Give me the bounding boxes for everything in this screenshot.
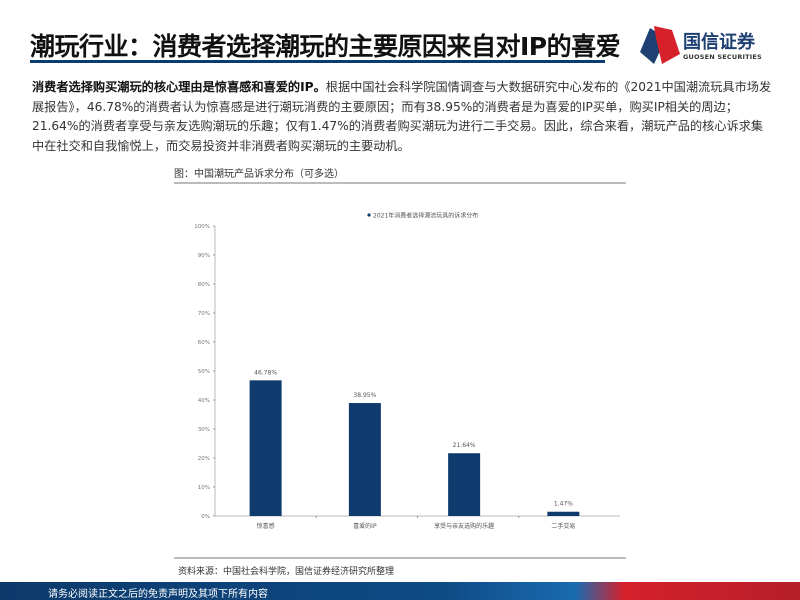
bar-data-label: 46.78% xyxy=(254,369,277,376)
title-underline xyxy=(30,60,605,63)
x-category-label: 享受与亲友选购的乐趣 xyxy=(434,522,494,530)
bar xyxy=(547,511,580,516)
bar xyxy=(448,453,481,516)
figure-bottom-rule xyxy=(174,557,626,559)
y-tick-label: 0% xyxy=(201,514,210,520)
y-tick-label: 90% xyxy=(198,253,210,259)
y-tick-label: 10% xyxy=(198,485,210,491)
legend-marker xyxy=(367,213,371,217)
x-category-label: 二手交易 xyxy=(551,522,575,530)
chart-legend: 2021年消费者选择潮流玩具的诉求分布 xyxy=(367,212,478,220)
logo-text-en: GUOSEN SECURITIES xyxy=(683,53,762,61)
body-paragraph: 消费者选择购买潮玩的核心理由是惊喜感和喜爱的IP。根据中国社会科学院国情调查与大… xyxy=(32,78,772,156)
bar xyxy=(348,403,381,516)
guosen-logo xyxy=(640,26,680,64)
legend-text: 2021年消费者选择潮流玩具的诉求分布 xyxy=(373,212,478,220)
figure-source: 资料来源：中国社会科学院，国信证券经济研究所整理 xyxy=(178,567,395,577)
y-tick-label: 50% xyxy=(198,369,210,375)
figure-top-rule xyxy=(174,182,626,184)
bar-data-label: 1.47% xyxy=(554,501,573,508)
logo-text-cn: 国信证券 xyxy=(683,32,755,53)
x-category-label: 喜爱的IP xyxy=(353,522,377,530)
y-tick-label: 70% xyxy=(198,311,210,317)
y-tick-label: 60% xyxy=(198,340,210,346)
y-tick-label: 40% xyxy=(198,398,210,404)
bar xyxy=(249,380,282,516)
bar-data-label: 38.95% xyxy=(353,392,376,399)
bar-data-label: 21.64% xyxy=(453,442,476,449)
footer-disclaimer[interactable]: 请务必阅读正文之后的免责声明及其项下所有内容 xyxy=(48,589,268,600)
body-lead: 消费者选择购买潮玩的核心理由是惊喜感和喜爱的IP。 xyxy=(32,80,326,94)
footer-bar xyxy=(0,582,800,600)
y-tick-label: 20% xyxy=(198,456,210,462)
y-tick-label: 30% xyxy=(198,427,210,433)
y-tick-label: 80% xyxy=(198,282,210,288)
x-category-label: 惊喜感 xyxy=(257,522,275,530)
page-title: 潮玩行业：消费者选择潮玩的主要原因来自对IP的喜爱 xyxy=(30,32,621,61)
figure-caption: 图：中国潮玩产品诉求分布（可多选） xyxy=(174,169,344,180)
body-text: 根据中国社会科学院国情调查与大数据研究中心发布的《2021中国潮流玩具市场发展报… xyxy=(32,80,772,153)
y-tick-label: 100% xyxy=(194,224,210,230)
